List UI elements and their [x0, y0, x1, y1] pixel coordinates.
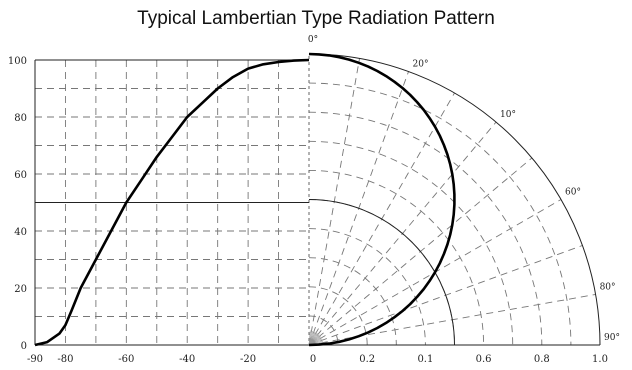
- polar-outer-arc: [308, 53, 601, 346]
- reference-marks: [35, 199, 455, 346]
- radial-tick-label: 0.2: [359, 354, 375, 365]
- intensity-curve-left: [34, 58, 310, 347]
- tick-labels: 0 20 40 60 80 100 -90 -80 -60 -40 -20 0 0.2 0.1 0.6 0.8…: [8, 35, 620, 365]
- polar-grid-arc: [308, 82, 572, 346]
- polar-grid-arc: [308, 140, 514, 346]
- y-tick-label: 0: [21, 341, 27, 352]
- y-tick-label: 40: [14, 227, 27, 238]
- x-tick-label: -90: [27, 354, 43, 365]
- lambertian-polar-curve: [308, 52, 456, 347]
- polar-grid-arc: [308, 257, 397, 346]
- half-intensity-arc: [308, 199, 455, 346]
- grid-lines: [35, 58, 596, 346]
- x-tick-label: -20: [240, 354, 256, 365]
- polar-grid-arc: [308, 228, 426, 346]
- polar-grid-arc: [308, 111, 543, 346]
- radial-tick-label: 0.1: [417, 354, 433, 365]
- angle-label: 60°: [565, 188, 581, 198]
- radial-tick-label: 0.6: [476, 354, 492, 365]
- angle-label: 20°: [413, 60, 429, 70]
- x-tick-label: -60: [118, 354, 134, 365]
- x-tick-label: -40: [179, 354, 195, 365]
- chart-title: Typical Lambertian Type Radiation Patter…: [137, 8, 495, 29]
- angle-label: 80°: [600, 282, 616, 292]
- radial-tick-label: 0.8: [534, 354, 550, 365]
- y-tick-label: 20: [14, 284, 27, 295]
- y-tick-label: 60: [14, 170, 27, 181]
- y-tick-label: 80: [14, 113, 27, 124]
- y-tick-label: 100: [8, 56, 27, 67]
- angle-label: 0°: [308, 35, 318, 45]
- radial-tick-label: 1.0: [592, 354, 608, 365]
- x-tick-label: 0: [310, 354, 316, 365]
- polar-grid-arc: [308, 169, 485, 346]
- x-tick-label: -80: [57, 354, 73, 365]
- angle-label: 10°: [500, 110, 516, 120]
- pattern-curves: [34, 52, 456, 347]
- angle-label: 90°: [604, 333, 620, 343]
